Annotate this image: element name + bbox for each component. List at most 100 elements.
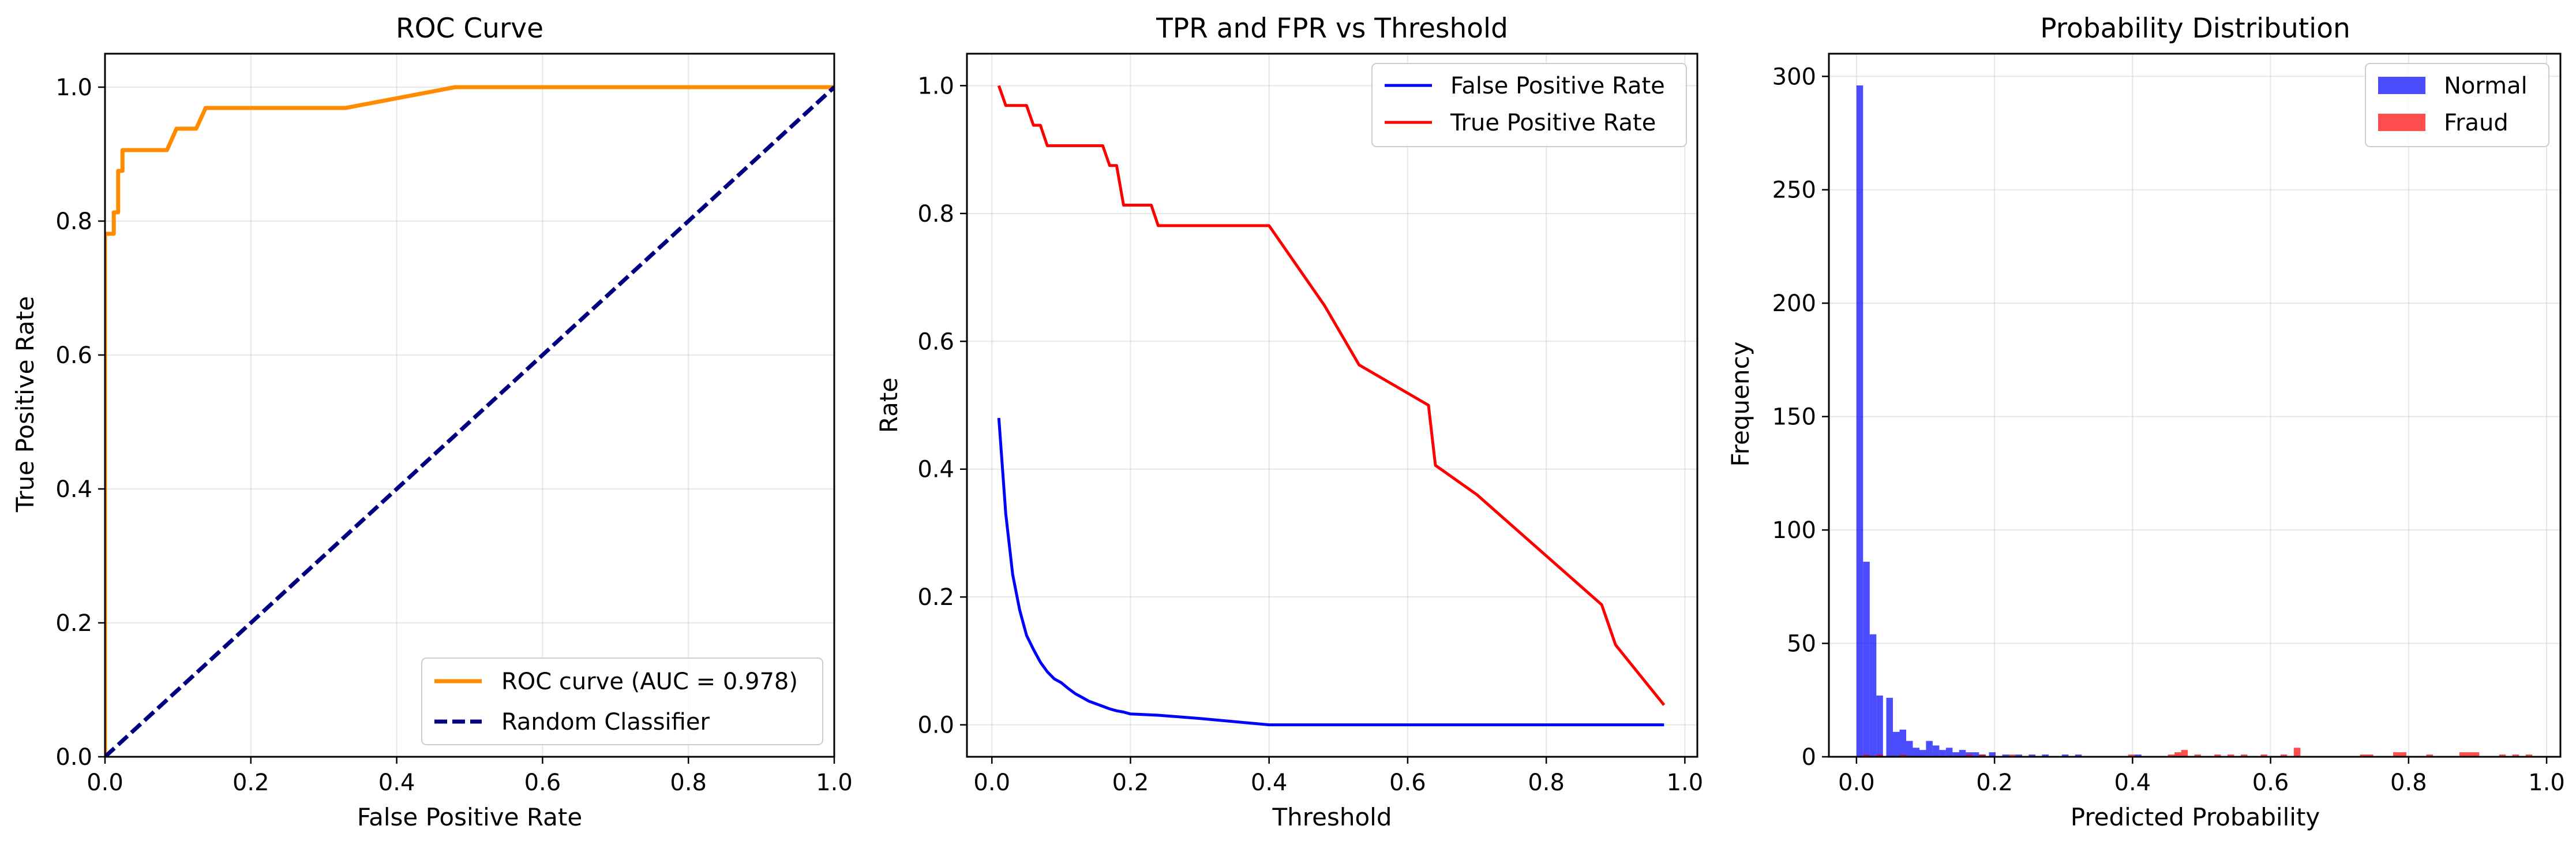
histogram-bar-normal	[1899, 729, 1906, 757]
histogram-bar-fraud	[2168, 754, 2175, 757]
roc-series-line-1	[105, 85, 834, 757]
roc-ticks: 0.0 0.2 0.4 0.6 0.8 1.0 0.0 0.2 0.4 0.6 0.8 1.0	[55, 74, 852, 796]
threshold-grid	[967, 54, 1697, 757]
histogram-bar-normal	[1926, 741, 1933, 757]
probability-distribution-chart: Probability Distribution Predicted Proba…	[1726, 13, 2565, 831]
threshold-y-tick-label: 0.4	[917, 457, 954, 483]
histogram-bar-normal	[1966, 752, 1973, 757]
histogram-bar-normal	[1932, 745, 1940, 757]
roc-legend: ROC curve (AUC = 0.978) Random Classifie…	[421, 658, 823, 745]
roc-y-tick-label: 0.0	[55, 744, 92, 771]
threshold-y-tick-label: 1.0	[917, 73, 954, 99]
threshold-y-tick-label: 0.6	[917, 328, 954, 355]
histogram-legend-label-fraud: Fraud	[2444, 110, 2508, 136]
histogram-x-tick-label: 1.0	[2528, 769, 2565, 796]
threshold-legend-label-tpr: True Positive Rate	[1450, 110, 1656, 136]
histogram-bar-normal	[1863, 562, 1870, 757]
roc-y-tick-label: 1.0	[55, 74, 92, 101]
histogram-bar-fraud	[2459, 752, 2466, 757]
histogram-bar-normal	[1959, 750, 1966, 757]
histogram-bar-fraud	[1966, 754, 1973, 757]
histogram-x-label: Predicted Probability	[2071, 803, 2320, 831]
threshold-chart: TPR and FPR vs Threshold Threshold Rate …	[875, 13, 1703, 831]
histogram-bar-normal	[1945, 748, 1953, 757]
histogram-bar-normal	[2135, 754, 2142, 757]
histogram-bar-fraud	[2174, 752, 2181, 757]
threshold-y-label: Rate	[875, 378, 903, 433]
roc-x-tick-label: 0.8	[670, 769, 707, 796]
histogram-legend-swatch-normal	[2378, 77, 2425, 94]
histogram-legend-swatch-fraud	[2378, 114, 2425, 131]
threshold-y-tick-label: 0.2	[917, 584, 954, 611]
roc-y-tick-label: 0.2	[55, 610, 92, 637]
histogram-bar-fraud	[2009, 754, 2016, 757]
roc-legend-box	[421, 658, 823, 745]
histogram-bar-fraud	[1979, 754, 1986, 757]
histogram-bar-fraud	[2227, 754, 2234, 757]
roc-x-tick-label: 0.6	[524, 769, 561, 796]
histogram-bar-fraud	[2367, 754, 2373, 757]
histogram-bar-fraud	[2426, 754, 2433, 757]
histogram-bar-normal	[1919, 750, 1926, 757]
histogram-bar-fraud	[2525, 754, 2533, 757]
roc-x-tick-label: 0.4	[378, 769, 415, 796]
histogram-x-tick-label: 0.8	[2390, 769, 2427, 796]
histogram-bar-fraud	[2393, 752, 2400, 757]
histogram-y-label: Frequency	[1726, 342, 1754, 467]
threshold-title: TPR and FPR vs Threshold	[1156, 13, 1508, 44]
roc-y-tick-label: 0.8	[55, 208, 92, 235]
histogram-y-tick-label: 200	[1772, 290, 1816, 317]
histogram-bar-normal	[2015, 754, 2022, 757]
histogram-x-tick-label: 0.0	[1838, 769, 1875, 796]
histogram-bar-normal	[1939, 750, 1946, 757]
histogram-bar-fraud	[2260, 754, 2267, 757]
roc-y-label: True Positive Rate	[11, 296, 39, 513]
histogram-bar-normal	[1952, 752, 1959, 757]
histogram-y-tick-label: 100	[1772, 517, 1816, 544]
histogram-bar-fraud	[2280, 754, 2288, 757]
roc-legend-label-roc: ROC curve (AUC = 0.978)	[501, 668, 798, 695]
histogram-bar-fraud	[2293, 748, 2301, 757]
histogram-plot-area	[1856, 85, 2533, 757]
roc-title: ROC Curve	[396, 13, 543, 44]
histogram-bar-normal	[1886, 697, 1893, 757]
threshold-plot-area	[997, 85, 1666, 727]
threshold-axes-frame	[966, 53, 1698, 758]
histogram-bar-fraud	[2240, 754, 2248, 757]
threshold-series-line-0	[997, 417, 1664, 727]
histogram-bar-fraud	[2360, 754, 2367, 757]
histogram-bar-normal	[2042, 754, 2049, 757]
histogram-bar-fraud	[1876, 754, 1883, 757]
histogram-bar-normal	[1869, 634, 1877, 757]
histogram-bar-normal	[1876, 695, 1883, 757]
histogram-x-tick-label: 0.2	[1976, 769, 2013, 796]
threshold-legend-box	[1371, 63, 1687, 147]
histogram-bar-normal	[1906, 741, 1913, 757]
threshold-legend: False Positive Rate True Positive Rate	[1371, 63, 1687, 147]
histogram-bar-normal	[1989, 752, 1996, 757]
threshold-x-label: Threshold	[1272, 803, 1392, 831]
histogram-legend-label-normal: Normal	[2444, 73, 2528, 99]
histogram-bar-normal	[1972, 752, 1979, 757]
histogram-bar-fraud	[2472, 752, 2480, 757]
threshold-x-tick-label: 0.4	[1251, 769, 1288, 796]
roc-y-tick-label: 0.4	[55, 476, 92, 503]
histogram-y-tick-label: 300	[1772, 63, 1816, 90]
histogram-title: Probability Distribution	[2040, 13, 2350, 44]
roc-x-tick-label: 0.0	[87, 769, 123, 796]
roc-y-tick-label: 0.6	[55, 342, 92, 369]
histogram-bar-fraud	[2499, 754, 2506, 757]
histogram-x-tick-label: 0.4	[2114, 769, 2151, 796]
histogram-bar-normal	[1856, 85, 1863, 757]
histogram-bar-fraud	[2399, 752, 2406, 757]
histogram-bar-normal	[1913, 748, 1919, 757]
histogram-bar-fraud	[2181, 750, 2188, 757]
threshold-ticks: 0.0 0.2 0.4 0.6 0.8 1.0 0.0 0.2 0.4 0.6 0.8 1.0	[917, 73, 1703, 796]
roc-axes-frame	[104, 53, 835, 758]
histogram-y-tick-label: 150	[1772, 404, 1816, 431]
threshold-legend-label-fpr: False Positive Rate	[1450, 73, 1665, 99]
histogram-bar-fraud	[2194, 754, 2201, 757]
histogram-y-tick-label: 250	[1772, 177, 1816, 204]
